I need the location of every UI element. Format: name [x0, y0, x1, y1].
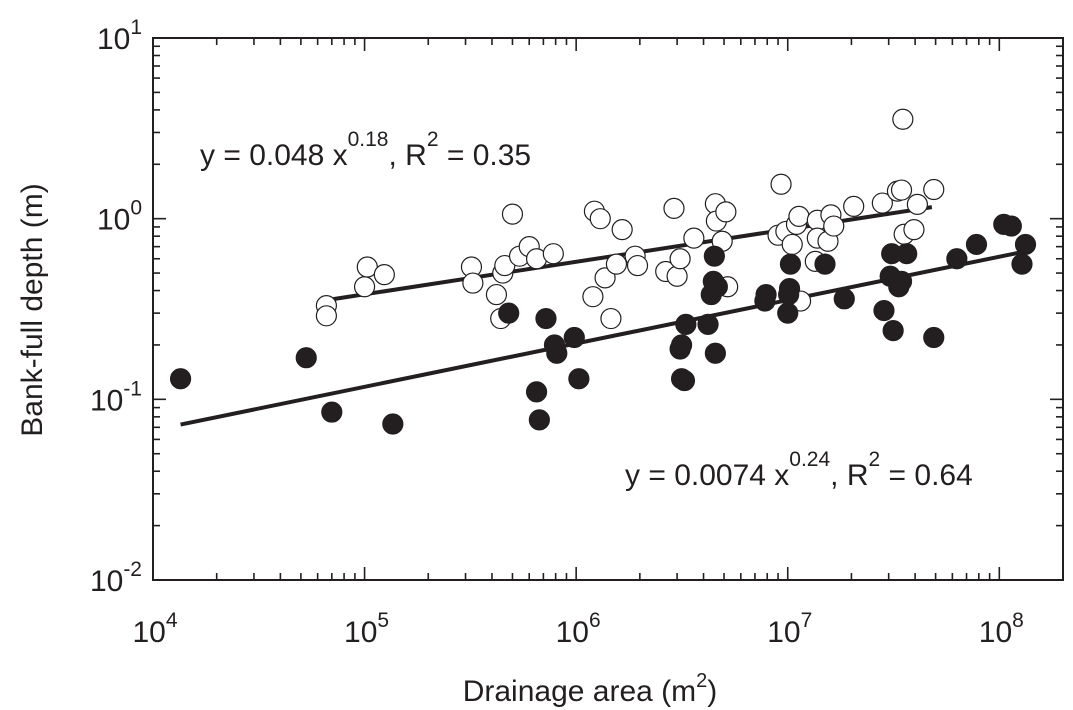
- open-data-point: [871, 192, 893, 214]
- filled-data-point: [882, 320, 904, 342]
- filled-data-point: [814, 253, 836, 275]
- y-tick-label: 100: [97, 197, 142, 237]
- open-data-point: [542, 243, 564, 265]
- open-data-point: [611, 218, 633, 241]
- open-data-point: [890, 179, 913, 201]
- filled-data-point: [525, 381, 548, 403]
- open-data-point: [501, 203, 524, 225]
- plot-frame: [152, 37, 1064, 581]
- open-data-point: [485, 283, 508, 306]
- x-tick-label: 104: [132, 609, 177, 649]
- filled-data-point: [321, 401, 343, 423]
- filled-data-point: [563, 326, 585, 349]
- open-data-point: [600, 307, 622, 330]
- filled-data-point: [890, 270, 913, 292]
- filled-data-point: [755, 283, 777, 306]
- open-data-point: [626, 254, 649, 277]
- filled-data-point: [382, 413, 404, 435]
- open-data-point: [906, 193, 928, 215]
- filled-data-point: [946, 248, 968, 270]
- axis-ticks: [152, 37, 1064, 581]
- open-data-point: [594, 267, 616, 289]
- open-data-point: [666, 265, 688, 287]
- open-data-point: [903, 218, 925, 241]
- filled-data-point: [169, 368, 192, 390]
- filled-data-point: [873, 299, 895, 322]
- filled-data-point: [528, 409, 550, 431]
- plot-area: [152, 37, 1064, 581]
- filled-data-point: [779, 253, 802, 275]
- open-data-point: [582, 286, 604, 308]
- filled-data-point: [703, 245, 725, 267]
- filled-data-point: [670, 334, 693, 356]
- filled-data-point: [675, 313, 697, 335]
- open-data-point: [462, 272, 484, 294]
- open-data-point: [788, 205, 810, 227]
- y-tick-label: 10-1: [90, 377, 142, 417]
- open-data-point: [923, 178, 945, 201]
- open-data-point: [683, 227, 705, 249]
- filled-data-point: [704, 342, 726, 364]
- x-tick-label: 107: [767, 609, 812, 649]
- filled-data-point: [568, 368, 590, 390]
- filled-data-point: [923, 326, 945, 349]
- filled-fit-equation: y = 0.0074 x0.24, R2 = 0.64: [625, 448, 973, 492]
- open-data-point: [781, 233, 803, 256]
- filled-data-point: [896, 243, 918, 265]
- x-tick-label: 106: [556, 609, 601, 649]
- open-data-point: [892, 108, 914, 130]
- filled-data-point: [777, 302, 799, 324]
- open-data-point: [669, 248, 691, 270]
- open-data-point: [770, 173, 792, 195]
- open-data-point: [823, 215, 845, 237]
- x-tick-label: 105: [344, 609, 389, 649]
- open-data-point: [663, 197, 685, 219]
- filled-data-point: [673, 369, 696, 392]
- filled-data-point: [1000, 215, 1022, 237]
- open-data-point: [843, 195, 865, 217]
- filled-data-point: [1011, 253, 1033, 275]
- filled-data-point: [498, 302, 520, 324]
- open-data-point: [315, 305, 337, 327]
- filled-data-point: [295, 347, 317, 369]
- filled-data-point: [965, 233, 988, 256]
- open-fit-equation: y = 0.048 x0.18, R2 = 0.35: [200, 128, 531, 172]
- open-data-point: [373, 264, 395, 286]
- y-tick-label: 10-2: [90, 558, 142, 598]
- open-data-point: [715, 201, 737, 223]
- filled-data-point: [697, 313, 719, 335]
- y-axis-title: Bank-full depth (m): [16, 183, 49, 436]
- x-tick-label: 108: [979, 609, 1024, 649]
- open-data-point: [589, 208, 611, 230]
- x-axis-title: Drainage area (m2): [463, 670, 718, 708]
- filled-data-point: [535, 307, 557, 330]
- data-points: [169, 108, 1037, 435]
- axis-labels: 104 105 106 107 108 10-2 10-1 100 101: [90, 16, 1024, 649]
- filled-data-point: [778, 278, 801, 300]
- filled-data-point: [833, 288, 855, 310]
- y-tick-label: 101: [97, 16, 142, 56]
- filled-data-point: [1014, 233, 1037, 256]
- open-data-point: [353, 276, 376, 298]
- open-data-point: [605, 253, 628, 275]
- filled-data-point: [706, 276, 728, 298]
- filled-data-point: [546, 342, 568, 364]
